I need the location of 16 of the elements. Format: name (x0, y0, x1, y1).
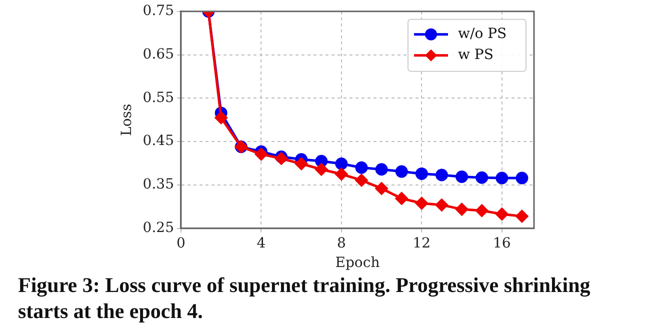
x-tick-label: 16 (492, 235, 511, 252)
x-tick-label: 0 (176, 235, 186, 252)
legend-label: w PS (458, 47, 494, 64)
y-tick-label: 0.45 (142, 133, 174, 150)
y-tick-label: 0.65 (142, 46, 174, 62)
x-tick-label: 12 (412, 235, 431, 252)
legend-label: w/o PS (458, 26, 507, 42)
y-tick-label: 0.35 (142, 176, 174, 193)
x-axis-title: Epoch (335, 255, 380, 272)
y-axis-title: Loss (119, 104, 136, 136)
x-tick-label: 4 (256, 235, 266, 252)
y-tick-label: 0.25 (142, 220, 174, 236)
x-tick-label: 8 (336, 235, 346, 252)
caption: Figure 3: Loss curve of supernet training. Progressive shrinking starts at the epoch 4. (18, 272, 592, 324)
y-tick-label: 0.75 (142, 3, 174, 20)
y-tick-label: 0.55 (142, 90, 174, 106)
